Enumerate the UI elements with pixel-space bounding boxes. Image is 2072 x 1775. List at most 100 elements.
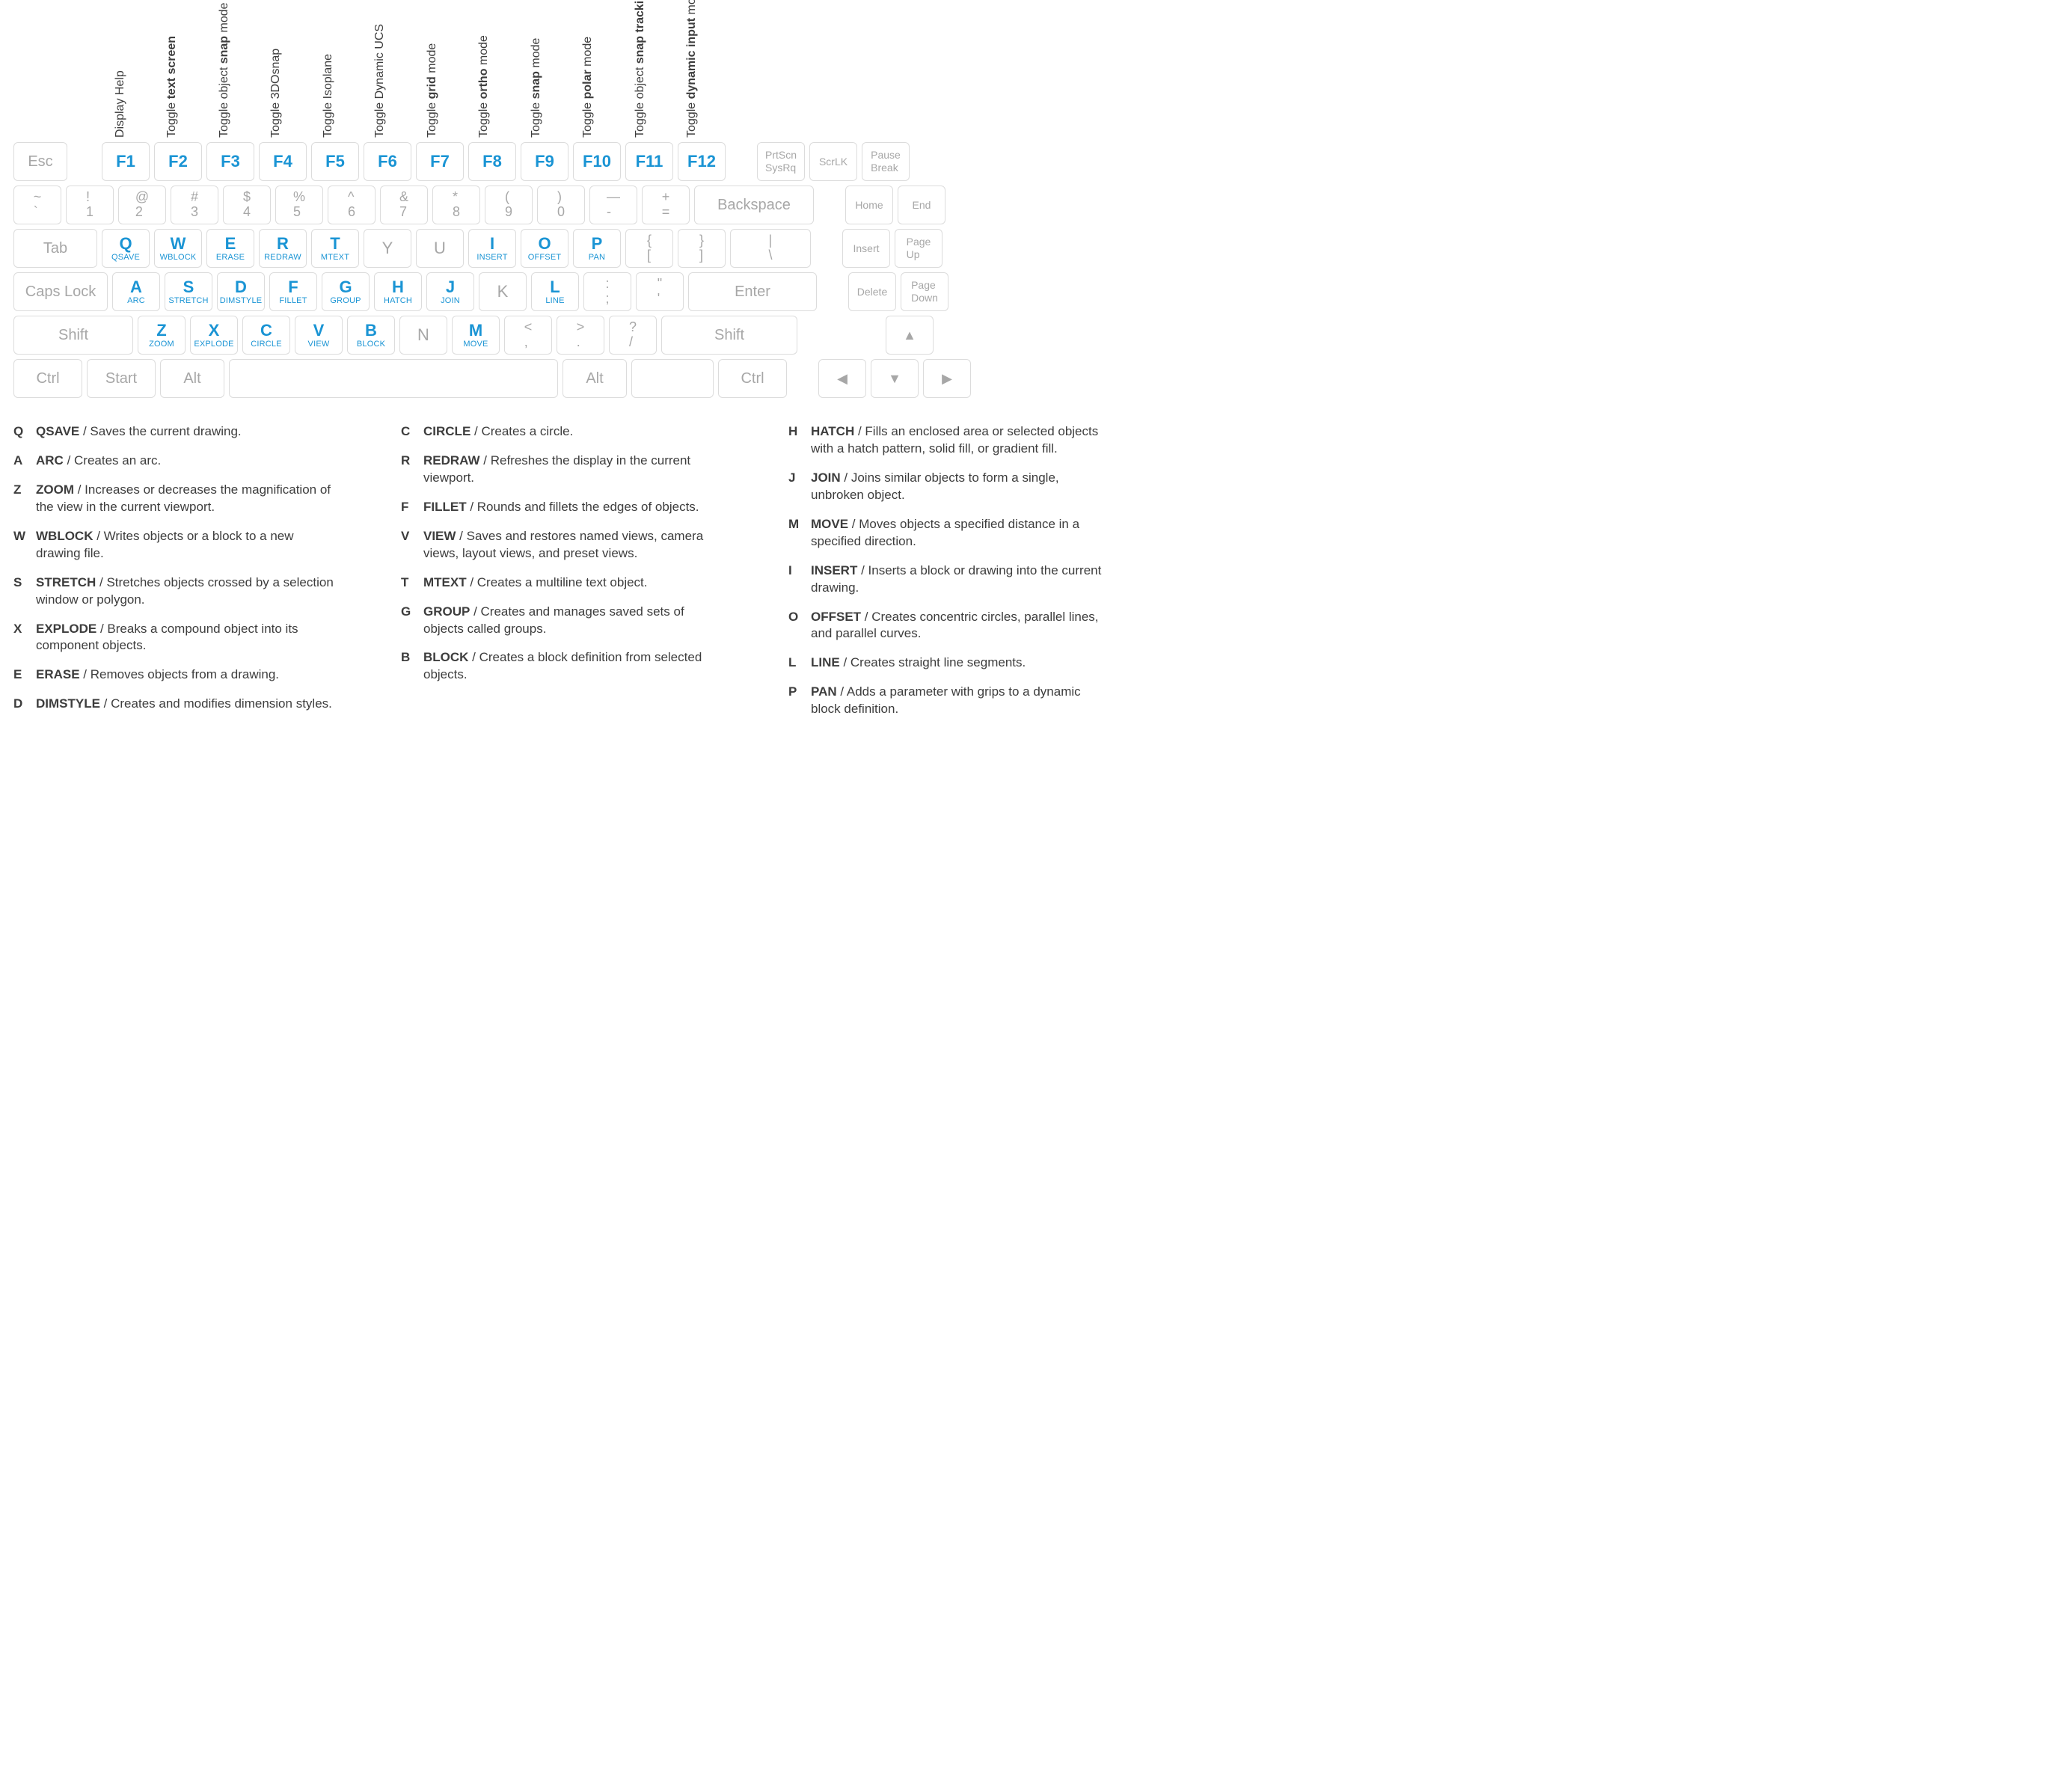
key-1[interactable]: !1 [66, 186, 114, 224]
key-caps-lock[interactable]: Caps Lock [13, 272, 108, 311]
key-i[interactable]: IINSERT [468, 229, 516, 268]
key-h[interactable]: HHATCH [374, 272, 422, 311]
key-][interactable]: }] [678, 229, 726, 268]
key-f[interactable]: FFILLET [269, 272, 317, 311]
key-f6[interactable]: F6 [364, 142, 411, 181]
key-\[interactable]: |\ [730, 229, 811, 268]
key-tab[interactable]: Tab [13, 229, 97, 268]
desc-H: HHATCH / Fills an enclosed area or selec… [788, 423, 1109, 458]
key-f1[interactable]: F1 [102, 142, 150, 181]
key-f3[interactable]: F3 [206, 142, 254, 181]
key-j[interactable]: JJOIN [426, 272, 474, 311]
key-w[interactable]: WWBLOCK [154, 229, 202, 268]
row-zxcv: ShiftZZOOMXEXPLODECCIRCLEVVIEWBBLOCKNMMO… [13, 316, 1109, 355]
key-f9[interactable]: F9 [521, 142, 568, 181]
key-9[interactable]: (9 [485, 186, 533, 224]
desc-C: CCIRCLE / Creates a circle. [401, 423, 721, 441]
desc-letter: E [13, 666, 36, 684]
key-scrlk[interactable]: ScrLK [809, 142, 857, 181]
key-r[interactable]: RREDRAW [259, 229, 307, 268]
key-arrow-right[interactable]: ▶ [923, 359, 971, 398]
key-4[interactable]: $4 [223, 186, 271, 224]
key-ctrl-left[interactable]: Ctrl [13, 359, 82, 398]
key-t[interactable]: TMTEXT [311, 229, 359, 268]
key-q[interactable]: QQSAVE [102, 229, 150, 268]
desc-text: HATCH / Fills an enclosed area or select… [811, 423, 1109, 458]
desc-text: JOIN / Joins similar objects to form a s… [811, 470, 1109, 504]
key-m[interactable]: MMOVE [452, 316, 500, 355]
key-g[interactable]: GGROUP [322, 272, 370, 311]
key-y[interactable]: Y [364, 229, 411, 268]
key-shift-right[interactable]: Shift [661, 316, 797, 355]
key-space[interactable] [229, 359, 558, 398]
key-home[interactable]: Home [845, 186, 893, 224]
key-f4[interactable]: F4 [259, 142, 307, 181]
desc-G: GGROUP / Creates and manages saved sets … [401, 604, 721, 638]
key-,[interactable]: <, [504, 316, 552, 355]
key-backspace[interactable]: Backspace [694, 186, 814, 224]
desc-letter: D [13, 696, 36, 713]
key-'[interactable]: "' [636, 272, 684, 311]
key-u[interactable]: U [416, 229, 464, 268]
key-ctrl-right[interactable]: Ctrl [718, 359, 787, 398]
desc-letter: L [788, 654, 811, 672]
key-arrow-up[interactable]: ▲ [886, 316, 934, 355]
key-l[interactable]: LLINE [531, 272, 579, 311]
key-=[interactable]: += [642, 186, 690, 224]
key-f12[interactable]: F12 [678, 142, 726, 181]
desc-F: FFILLET / Rounds and fillets the edges o… [401, 499, 721, 516]
key-alt-left[interactable]: Alt [160, 359, 224, 398]
key-alt-right[interactable]: Alt [563, 359, 627, 398]
key-`[interactable]: ~` [13, 186, 61, 224]
key-shift[interactable]: Shift [13, 316, 133, 355]
key-n[interactable]: N [399, 316, 447, 355]
key-delete[interactable]: Delete [848, 272, 896, 311]
key-2[interactable]: @2 [118, 186, 166, 224]
key-a[interactable]: AARC [112, 272, 160, 311]
key-end[interactable]: End [898, 186, 945, 224]
key-0[interactable]: )0 [537, 186, 585, 224]
key-arrow-down[interactable]: ▼ [871, 359, 919, 398]
key-prtscn[interactable]: PrtScnSysRq [757, 142, 805, 181]
key-menu[interactable] [631, 359, 714, 398]
key-s[interactable]: SSTRETCH [165, 272, 212, 311]
key-p[interactable]: PPAN [573, 229, 621, 268]
key-f8[interactable]: F8 [468, 142, 516, 181]
key-f2[interactable]: F2 [154, 142, 202, 181]
key-f11[interactable]: F11 [625, 142, 673, 181]
key-d[interactable]: DDIMSTYLE [217, 272, 265, 311]
key-[[interactable]: {[ [625, 229, 673, 268]
key-x[interactable]: XEXPLODE [190, 316, 238, 355]
key-8[interactable]: *8 [432, 186, 480, 224]
key-6[interactable]: ^6 [328, 186, 376, 224]
key-f10[interactable]: F10 [573, 142, 621, 181]
key-insert[interactable]: Insert [842, 229, 890, 268]
key-pagedown[interactable]: PageDown [901, 272, 948, 311]
desc-text: LINE / Creates straight line segments. [811, 654, 1109, 672]
key-;[interactable]: :; [583, 272, 631, 311]
key--[interactable]: —- [589, 186, 637, 224]
key-start[interactable]: Start [87, 359, 156, 398]
key-v[interactable]: VVIEW [295, 316, 343, 355]
key-.[interactable]: >. [557, 316, 604, 355]
key-arrow-left[interactable]: ◀ [818, 359, 866, 398]
key-esc[interactable]: Esc [13, 142, 67, 181]
key-o[interactable]: OOFFSET [521, 229, 568, 268]
key-f7[interactable]: F7 [416, 142, 464, 181]
desc-letter: R [401, 453, 423, 487]
key-f5[interactable]: F5 [311, 142, 359, 181]
key-c[interactable]: CCIRCLE [242, 316, 290, 355]
key-pause[interactable]: PauseBreak [862, 142, 910, 181]
key-pageup[interactable]: PageUp [895, 229, 942, 268]
key-5[interactable]: %5 [275, 186, 323, 224]
desc-text: MTEXT / Creates a multiline text object. [423, 574, 721, 592]
key-/[interactable]: ?/ [609, 316, 657, 355]
key-b[interactable]: BBLOCK [347, 316, 395, 355]
desc-text: MOVE / Moves objects a specified distanc… [811, 516, 1109, 551]
key-k[interactable]: K [479, 272, 527, 311]
key-enter[interactable]: Enter [688, 272, 817, 311]
key-3[interactable]: #3 [171, 186, 218, 224]
key-7[interactable]: &7 [380, 186, 428, 224]
key-z[interactable]: ZZOOM [138, 316, 186, 355]
key-e[interactable]: EERASE [206, 229, 254, 268]
